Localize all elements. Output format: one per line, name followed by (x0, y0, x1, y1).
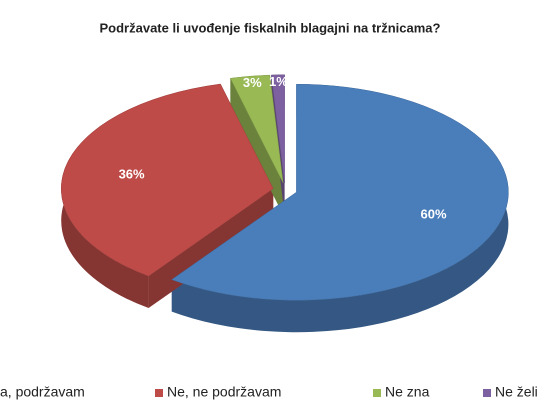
legend-label: a, podržavam (0, 384, 85, 400)
slice (271, 74, 285, 183)
pie-tops (60, 74, 509, 301)
legend-label: Ne zna (385, 384, 430, 400)
slice (230, 74, 284, 184)
data-label: 36% (119, 166, 145, 181)
legend-swatch (483, 389, 491, 397)
data-label: 60% (421, 206, 447, 221)
slice-side (171, 84, 509, 333)
data-label: 3% (243, 75, 262, 90)
slice (60, 83, 274, 277)
legend-swatch (373, 389, 381, 397)
chart-title: Podržavate li uvođenje fiskalnih blagajn… (100, 20, 441, 35)
slice (171, 83, 509, 301)
data-label: 1% (269, 74, 288, 89)
legend-swatch (155, 389, 163, 397)
legend-label: Ne, ne podržavam (167, 384, 281, 400)
legend-label: Ne želi (495, 384, 538, 400)
slice-cut (230, 78, 284, 215)
